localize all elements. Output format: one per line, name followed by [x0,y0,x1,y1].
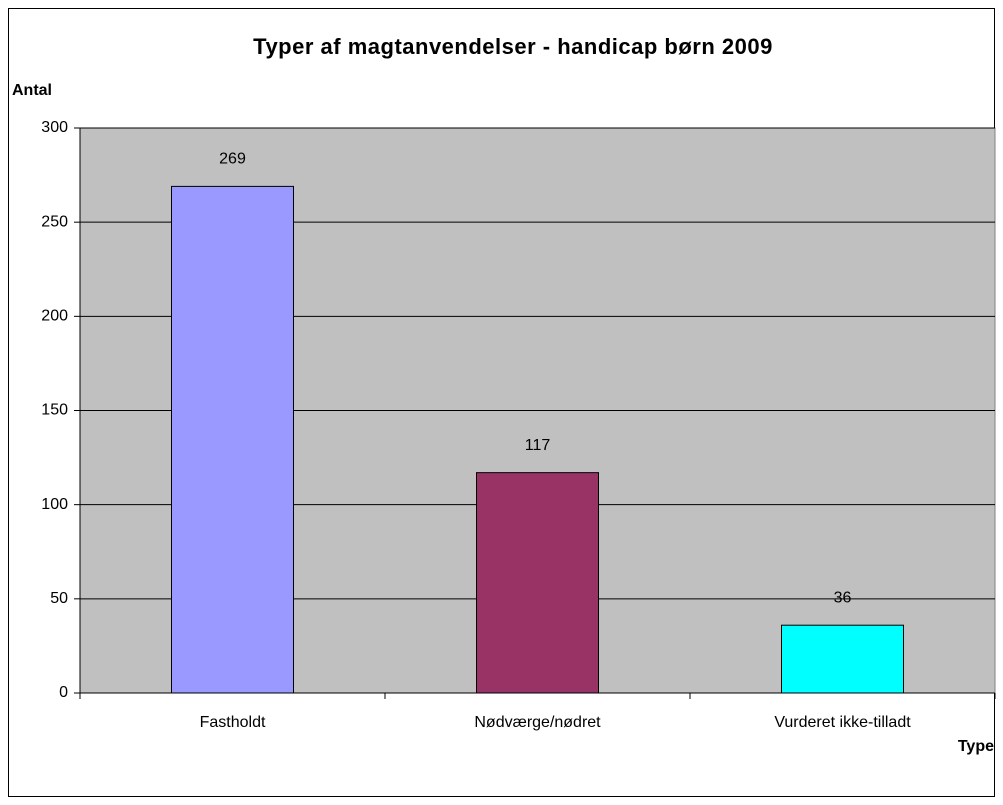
y-tick-label: 300 [41,119,68,136]
bar [781,624,904,694]
bar [171,185,294,694]
y-tick-label: 0 [59,684,68,701]
data-label: 117 [525,437,551,454]
y-tick-label: 100 [41,496,68,513]
y-axis-label: Antal [12,82,52,99]
y-tick-label: 50 [50,590,68,607]
x-tick-label: Fastholdt [200,714,266,731]
x-axis-label: Type [958,738,994,755]
y-tick-label: 150 [41,402,68,419]
x-tick-label: Nødværge/nødret [474,714,601,731]
bar [476,472,599,694]
data-label: 36 [834,589,852,606]
data-label: 269 [219,151,246,168]
y-tick-label: 200 [41,308,68,325]
chart-title: Typer af magtanvendelser - handicap børn… [253,34,773,59]
x-tick-label: Vurderet ikke-tilladt [774,714,911,731]
y-tick-label: 250 [41,213,68,230]
